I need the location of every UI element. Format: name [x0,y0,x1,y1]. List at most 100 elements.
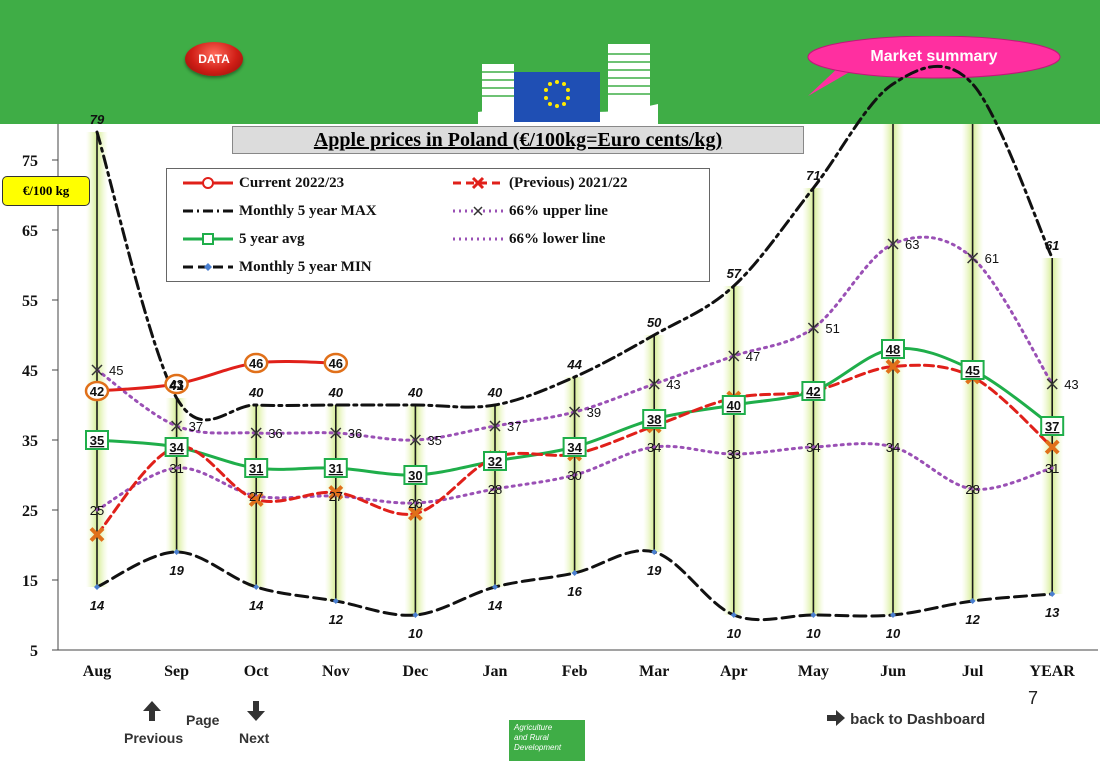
avg-point [85,430,109,450]
y-tick-label: 25 [22,503,38,520]
max-label: 79 [90,112,105,127]
lower-label: 33 [727,447,741,462]
max-label: 40 [407,385,423,400]
avg-point [1040,416,1065,436]
arrow-right-icon [827,710,845,726]
avg-point [801,381,826,401]
current-point [164,373,189,395]
agri-line-3: Development [514,743,562,752]
min-label: 12 [965,612,980,627]
upper-point [171,420,183,432]
avg-label: 38 [647,412,661,427]
legend-previous: (Previous) 2021/22 [451,173,701,195]
min-label: 19 [647,563,662,578]
previous-point [885,359,901,374]
lower-label: 34 [647,440,661,455]
y-tick-label: 55 [22,293,38,310]
legend-previous-label: (Previous) 2021/22 [509,175,628,191]
upper-label: 37 [507,419,521,434]
upper-point [91,364,103,376]
y-tick-label: 5 [30,643,38,660]
upper-point [728,350,740,362]
previous-button[interactable]: Previous [124,700,188,750]
agri-line-1: Agriculture [514,723,553,732]
dashboard-label: back to Dashboard [850,711,986,728]
avg-point [960,360,985,380]
min-label: 14 [249,598,264,613]
max-label: 71 [806,168,820,183]
avg-point [244,458,269,478]
min-point [571,570,578,576]
lower-label: 27 [249,489,263,504]
max-label: 41 [168,378,183,393]
avg-label: 42 [806,384,820,399]
current-point [243,352,269,374]
avg-label: 34 [567,440,582,455]
chart-legend: Current 2022/23 (Previous) 2021/22 Month… [166,168,710,282]
x-tick-label: Jul [962,663,984,680]
previous-point [248,492,264,507]
x-tick-label: YEAR [1030,663,1076,680]
chart-title: Apple prices in Poland (€/100kg=Euro cen… [232,126,804,154]
legend-min: Monthly 5 year MIN [181,257,431,279]
lower-label: 28 [965,482,979,497]
avg-point [403,465,428,485]
y-tick-label: 35 [22,433,38,450]
lower-label: 28 [488,482,502,497]
lower-label: 34 [806,440,820,455]
market-summary-button[interactable]: Market summary [807,36,1061,96]
previous-point [407,506,423,521]
agriculture-logo: Agriculture and Rural Development [509,720,585,761]
lower-label: 26 [408,496,422,511]
avg-point [642,409,667,429]
x-tick-label: Oct [244,663,270,680]
min-point [969,598,976,604]
upper-label: 61 [985,251,999,266]
upper-point [1046,378,1058,390]
min-label: 10 [806,626,821,641]
legend-min-label: Monthly 5 year MIN [239,259,372,275]
x-tick-label: May [798,663,829,680]
max-label: 44 [566,357,582,372]
legend-current-label: Current 2022/23 [239,175,345,191]
data-button[interactable]: DATA [185,42,243,76]
next-label: Next [239,730,270,746]
avg-point [164,437,189,457]
lower-label: 27 [329,489,343,504]
avg-label: 45 [965,363,979,378]
market-summary-label: Market summary [870,48,998,65]
avg-label: 35 [90,433,104,448]
current-label: 46 [329,356,343,371]
x-tick-label: Dec [403,663,429,680]
avg-point [881,339,905,359]
avg-label: 40 [727,398,741,413]
min-point [253,584,260,590]
current-label: 42 [90,384,104,399]
min-label: 10 [727,626,742,641]
upper-label: 36 [268,426,282,441]
upper-label: 43 [666,377,680,392]
max-label: 40 [248,385,264,400]
x-tick-label: Jun [880,663,906,680]
x-tick-label: Sep [164,663,189,680]
back-to-dashboard-link[interactable]: back to Dashboard [826,710,985,728]
arrow-up-icon [143,701,161,721]
current-label: 46 [249,356,263,371]
min-label: 19 [169,563,184,578]
avg-label: 30 [408,468,422,483]
arrow-down-icon [247,701,265,721]
max-label: 40 [328,385,344,400]
x-tick-label: Nov [322,663,350,680]
avg-label: 37 [1045,419,1059,434]
legend-lower-label: 66% lower line [509,231,606,247]
upper-label: 63 [905,237,919,252]
unit-label: €/100 kg [2,176,90,206]
upper-point [330,427,342,439]
max-label: 57 [727,266,742,281]
min-point [890,612,896,618]
next-button[interactable]: Next [238,700,282,750]
avg-label: 34 [169,440,184,455]
min-label: 10 [408,626,423,641]
upper-point [489,420,501,432]
min-label: 14 [90,598,105,613]
